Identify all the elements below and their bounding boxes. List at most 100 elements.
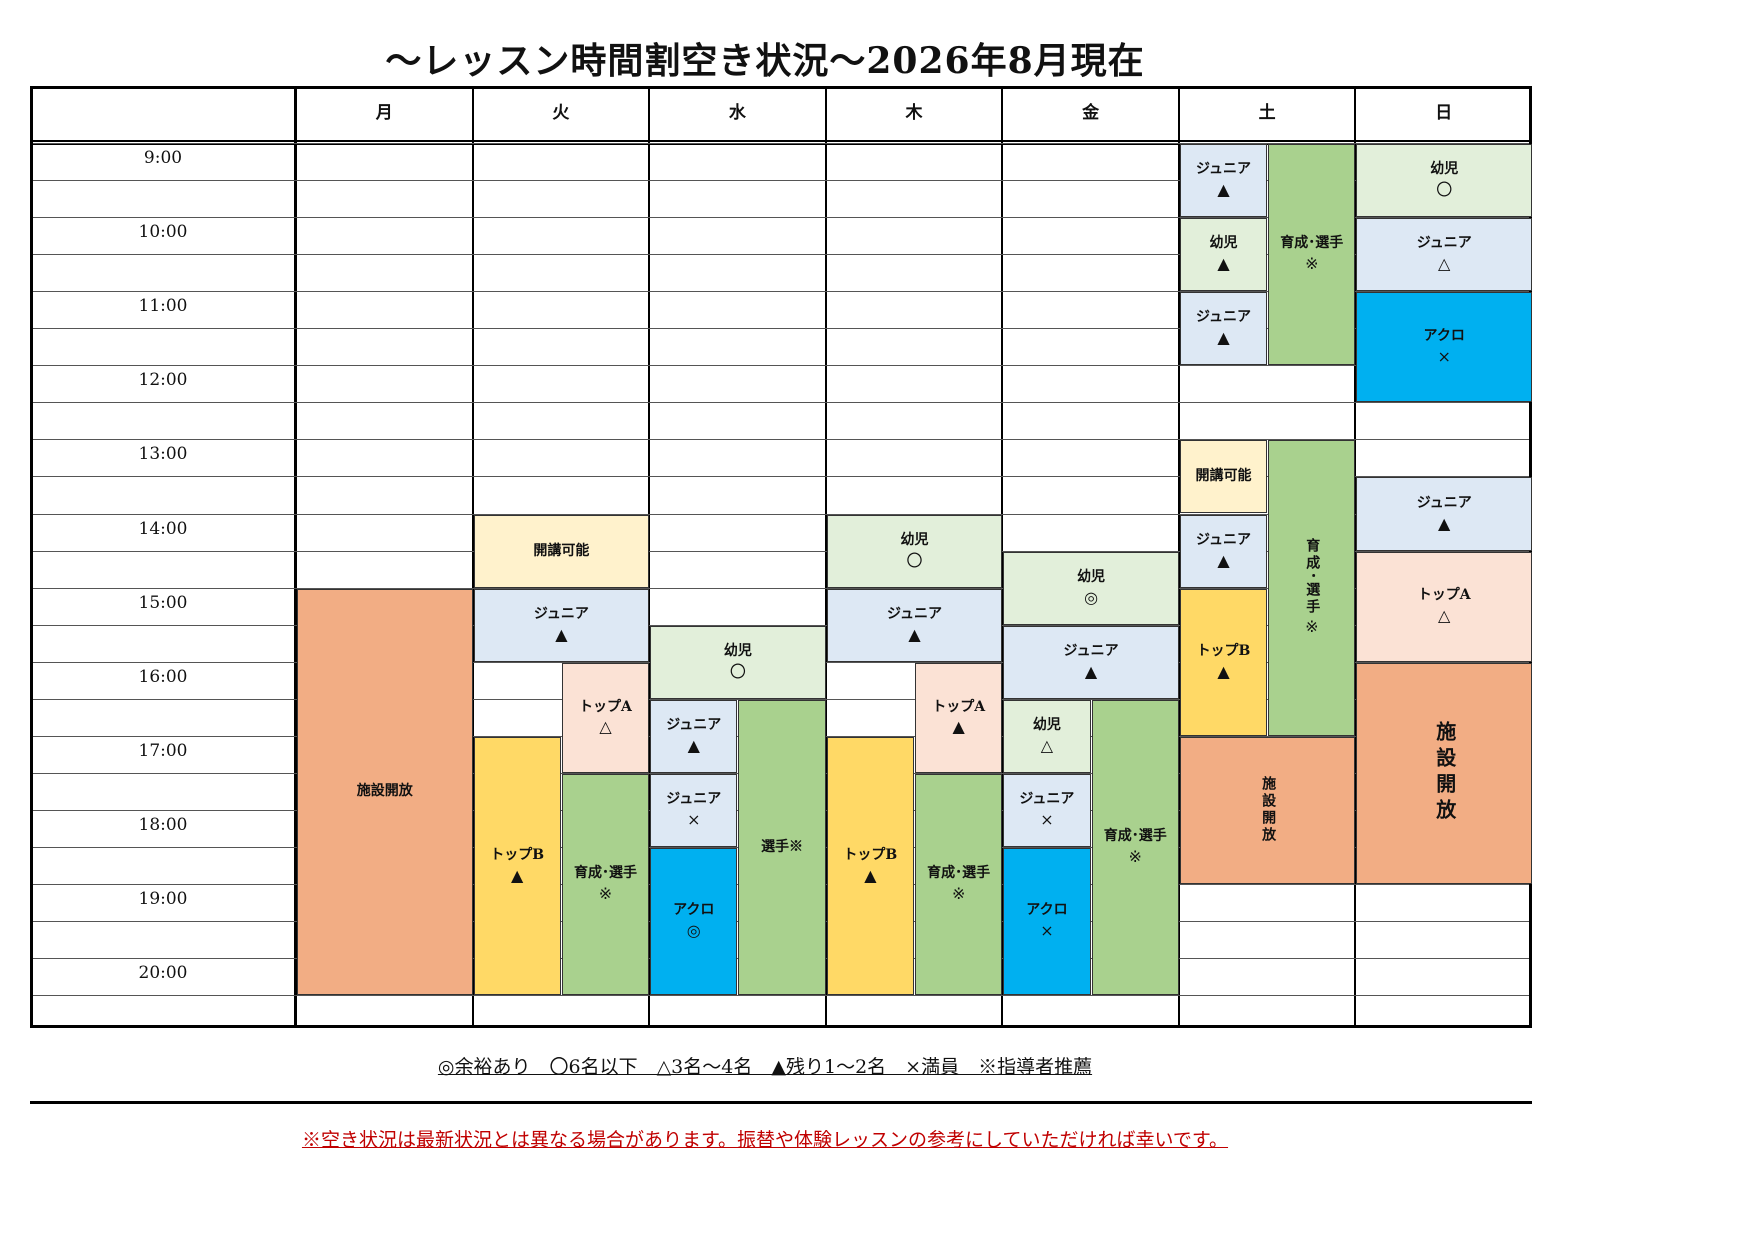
time-label: 16:00 xyxy=(138,666,188,687)
time-label: 14:00 xyxy=(138,518,188,539)
availability-mark: ▲ xyxy=(864,865,877,885)
lesson-name: アクロ xyxy=(1423,328,1465,345)
lesson-cell: トップB ▲ xyxy=(473,736,561,996)
lesson-name: トップB xyxy=(1196,642,1251,659)
lesson-name: ジュニア xyxy=(1195,309,1251,326)
lesson-name: 幼児 xyxy=(1077,568,1106,585)
lesson-name: 施設開放 xyxy=(1260,776,1277,845)
page-title: ～レッスン時間割空き状況～2026年8月現在 xyxy=(385,40,1145,82)
lesson-name: ジュニア xyxy=(886,605,942,622)
day-column-divider xyxy=(1177,86,1180,1028)
lesson-name: アクロ xyxy=(1026,902,1068,919)
availability-mark: ▲ xyxy=(1217,550,1230,570)
lesson-name: 育成･選手 xyxy=(573,865,637,882)
lesson-cell: ジュニア △ xyxy=(1356,218,1532,292)
lesson-cell: アクロ ◎ xyxy=(650,847,738,996)
lesson-name: ジュニア xyxy=(1063,642,1119,659)
lesson-cell: ジュニア ▲ xyxy=(473,588,650,662)
availability-mark: × xyxy=(1040,810,1054,830)
grid-row-line xyxy=(33,476,1529,478)
lesson-name: 幼児 xyxy=(723,642,752,659)
grid-row-line xyxy=(33,143,1529,144)
day-header: 日 xyxy=(1435,103,1453,123)
lesson-name: 育成･選手 xyxy=(927,865,991,882)
lesson-name: 育成･選手 xyxy=(1304,538,1321,617)
availability-mark: 〇 xyxy=(1436,180,1453,200)
lesson-name: 幼児 xyxy=(1430,161,1459,178)
lesson-cell: ジュニア ▲ xyxy=(826,588,1003,662)
grid-row-line xyxy=(33,550,1529,552)
lesson-name: ジュニア xyxy=(1416,494,1472,511)
availability-mark: ◎ xyxy=(686,921,701,941)
availability-mark: ▲ xyxy=(1438,513,1451,533)
lesson-cell: 施設開放 xyxy=(1356,662,1532,884)
availability-mark: 〇 xyxy=(906,550,923,570)
grid-row-line xyxy=(33,995,1529,997)
lesson-cell: 施設開放 xyxy=(1179,736,1356,884)
grid-row-line xyxy=(33,365,1529,367)
availability-mark: △ xyxy=(1040,735,1054,755)
lesson-name: 幼児 xyxy=(1209,235,1238,252)
lesson-cell: ジュニア ▲ xyxy=(1179,292,1268,366)
day-header: 火 xyxy=(552,103,570,123)
time-label: 18:00 xyxy=(138,814,188,835)
lesson-cell: 幼児〇 xyxy=(650,625,826,699)
availability-mark: ※ xyxy=(1128,847,1142,867)
lesson-cell: 開講可能 xyxy=(1179,440,1268,514)
lesson-cell: 幼児〇 xyxy=(826,514,1003,588)
day-column-divider xyxy=(824,86,827,1028)
availability-mark: ▲ xyxy=(1217,328,1230,348)
divider xyxy=(30,1101,1532,1104)
lesson-cell: 選手※ xyxy=(738,699,826,996)
availability-legend: ◎余裕あり 〇6名以下 △3名～4名 ▲残り1～2名 ×満員 ※指導者推薦 xyxy=(437,1056,1093,1078)
availability-mark: ※ xyxy=(951,884,966,904)
availability-mark: ▲ xyxy=(1217,180,1230,200)
lesson-name: トップA xyxy=(932,698,986,715)
availability-mark: ▲ xyxy=(908,624,921,644)
time-label: 11:00 xyxy=(138,296,188,317)
lesson-name: 施設開放 xyxy=(356,783,413,800)
lesson-name: トップA xyxy=(579,698,632,715)
availability-mark: ▲ xyxy=(1217,254,1230,274)
lesson-name: 育成･選手 xyxy=(1103,828,1167,845)
grid-row-line xyxy=(33,291,1529,293)
lesson-cell: トップA △ xyxy=(1356,551,1532,662)
grid-row-line xyxy=(33,698,1529,700)
day-column-divider xyxy=(1354,86,1357,1028)
lesson-cell: 育成･選手 ※ xyxy=(1091,699,1179,996)
day-column-divider xyxy=(1001,86,1004,1028)
grid-row-line xyxy=(33,624,1529,626)
availability-mark: ※ xyxy=(1305,617,1319,637)
lesson-name: 施設開放 xyxy=(1432,721,1457,826)
time-label: 15:00 xyxy=(138,592,188,613)
availability-mark: ▲ xyxy=(511,865,524,885)
header-divider xyxy=(30,144,1532,145)
lesson-cell: ジュニア ▲ xyxy=(1356,477,1532,551)
lesson-name: 幼児 xyxy=(1032,717,1061,734)
lesson-cell: アクロ × xyxy=(1356,292,1532,403)
grid-row-line xyxy=(33,180,1529,182)
time-label: 13:00 xyxy=(138,444,188,465)
lesson-cell: 育成･選手 ※ xyxy=(915,773,1003,996)
lesson-cell: トップB ▲ xyxy=(826,736,914,996)
grid-row-line xyxy=(33,217,1529,219)
lesson-cell: ジュニア ▲ xyxy=(1179,144,1268,218)
lesson-name: 選手※ xyxy=(761,839,804,855)
availability-mark: 〇 xyxy=(729,661,746,681)
availability-mark: ▲ xyxy=(555,624,568,644)
availability-mark: ◎ xyxy=(1084,587,1099,607)
time-label: 17:00 xyxy=(138,740,188,761)
availability-mark: ※ xyxy=(598,884,613,904)
availability-mark: × xyxy=(1040,921,1054,941)
lesson-cell: 育成･選手 ※ xyxy=(1268,440,1356,736)
lesson-cell: 施設開放 xyxy=(297,588,473,996)
availability-mark: △ xyxy=(599,717,612,737)
day-column-divider xyxy=(648,86,651,1028)
time-label: 19:00 xyxy=(138,889,188,909)
lesson-cell: トップA △ xyxy=(561,662,650,773)
lesson-cell: アクロ × xyxy=(1003,847,1091,996)
availability-mark: × xyxy=(1437,346,1451,366)
lesson-name: ジュニア xyxy=(666,717,722,734)
availability-mark: × xyxy=(687,810,701,830)
lesson-name: ジュニア xyxy=(1195,161,1251,178)
